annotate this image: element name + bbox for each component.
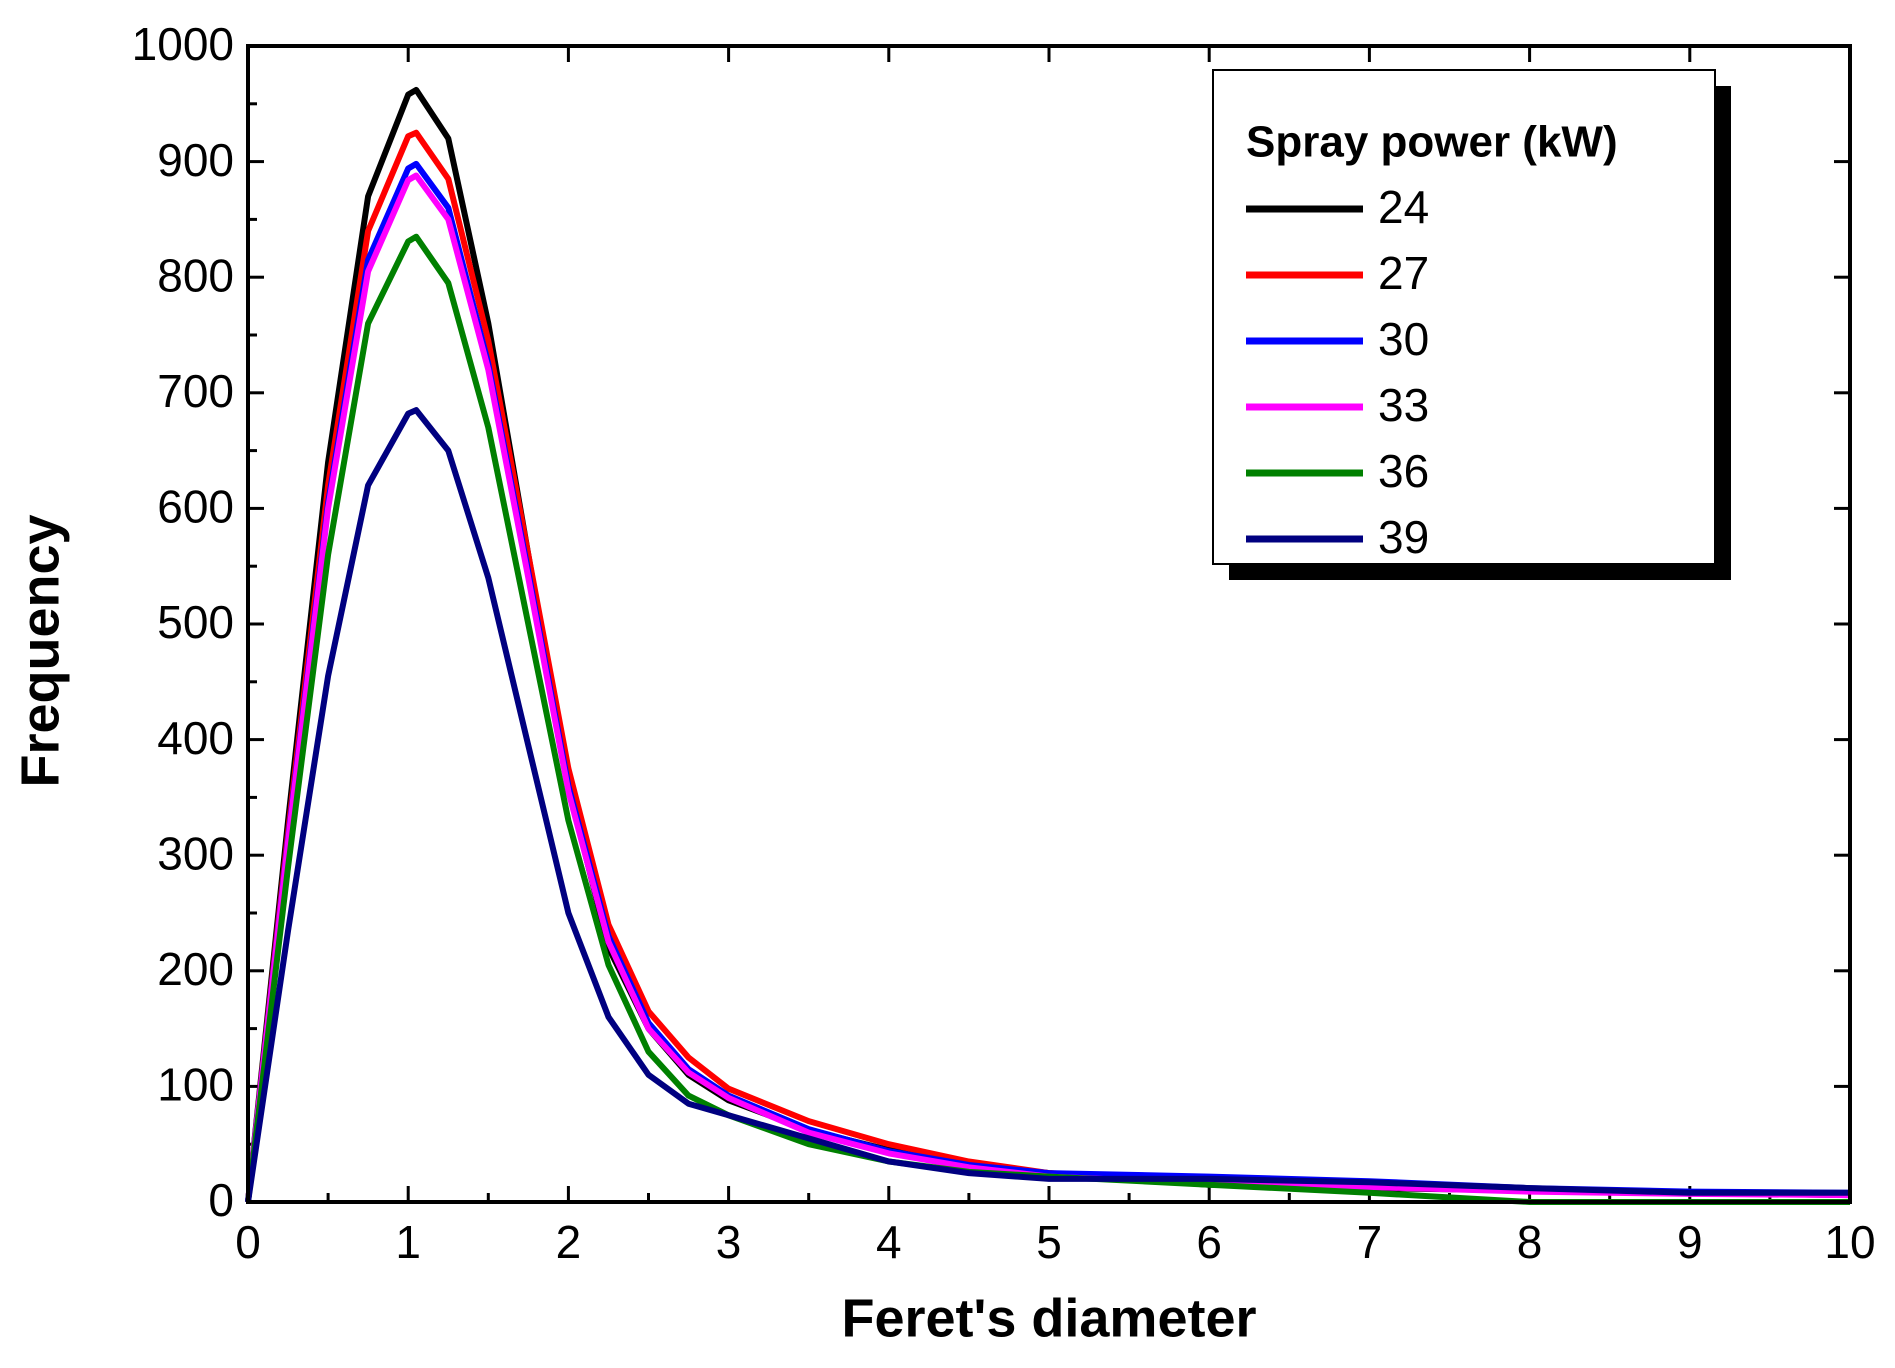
y-tick-label: 800 <box>157 249 234 301</box>
x-tick-label: 0 <box>235 1216 261 1268</box>
y-tick-label: 500 <box>157 596 234 648</box>
series-line <box>245 233 1850 1205</box>
x-tick-label: 9 <box>1677 1216 1703 1268</box>
y-tick-label: 900 <box>157 134 234 186</box>
legend-title: Spray power (kW) <box>1246 118 1618 167</box>
x-axis-title: Feret's diameter <box>841 1288 1256 1348</box>
y-tick-label: 700 <box>157 365 234 417</box>
y-tick-label: 1000 <box>132 18 234 70</box>
y-axis-title: Frequency <box>10 514 70 787</box>
y-tick-label: 300 <box>157 827 234 879</box>
y-tick-label: 100 <box>157 1059 234 1111</box>
legend-label: 30 <box>1378 313 1429 365</box>
plot-frame <box>246 44 1852 1204</box>
x-tick-label: 1 <box>395 1216 421 1268</box>
x-tick-label: 4 <box>876 1216 902 1268</box>
x-tick-label: 8 <box>1517 1216 1543 1268</box>
legend-box <box>1212 69 1716 565</box>
x-tick-label: 5 <box>1036 1216 1062 1268</box>
y-tick-label: 200 <box>157 943 234 995</box>
x-tick-label: 7 <box>1357 1216 1383 1268</box>
y-tick-label: 600 <box>157 481 234 533</box>
y-tick-label: 400 <box>157 712 234 764</box>
x-tick-label: 3 <box>716 1216 742 1268</box>
legend-label: 24 <box>1378 181 1429 233</box>
y-tick-label: 0 <box>208 1174 234 1226</box>
x-tick-label: 2 <box>556 1216 582 1268</box>
legend-label: 33 <box>1378 379 1429 431</box>
x-tick-label: 6 <box>1196 1216 1222 1268</box>
legend-label: 39 <box>1378 511 1429 563</box>
x-tick-label: 10 <box>1824 1216 1875 1268</box>
legend-label: 36 <box>1378 445 1429 497</box>
series-line <box>245 407 1850 1203</box>
legend-label: 27 <box>1378 247 1429 299</box>
